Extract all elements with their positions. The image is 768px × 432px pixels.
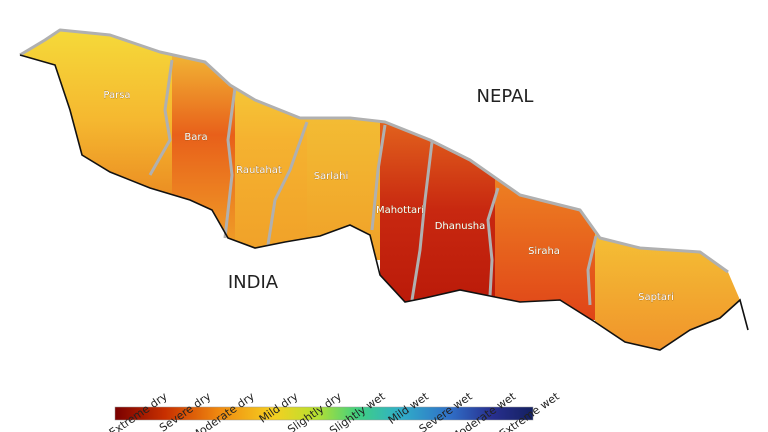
district-labels: Parsa Bara Rautahat Sarlahi Mahottari Dhanush… [103, 90, 674, 303]
district-label: Rautahat [236, 165, 282, 176]
border [19, 28, 729, 274]
international-border [19, 54, 749, 351]
district-label: Saptari [638, 292, 674, 303]
district-label: Siraha [528, 246, 560, 257]
district-area [307, 30, 380, 260]
district-area [495, 150, 595, 320]
border [586, 235, 598, 306]
border [410, 141, 434, 301]
border [148, 59, 174, 176]
district-borders [19, 28, 729, 306]
district-area [430, 100, 495, 320]
country-label: INDIA [228, 272, 279, 293]
district-label: Bara [184, 132, 207, 143]
border [223, 87, 237, 239]
district-area [595, 200, 740, 350]
district-label: Parsa [103, 90, 130, 101]
legend-colorbar [114, 406, 534, 421]
district-label: Sarlahi [314, 171, 349, 182]
border [370, 124, 387, 231]
country-label: NEPAL [477, 86, 534, 107]
district-label: Mahottari [376, 205, 424, 216]
border [266, 121, 309, 246]
district-label: Dhanusha [435, 221, 486, 232]
border [486, 187, 500, 297]
